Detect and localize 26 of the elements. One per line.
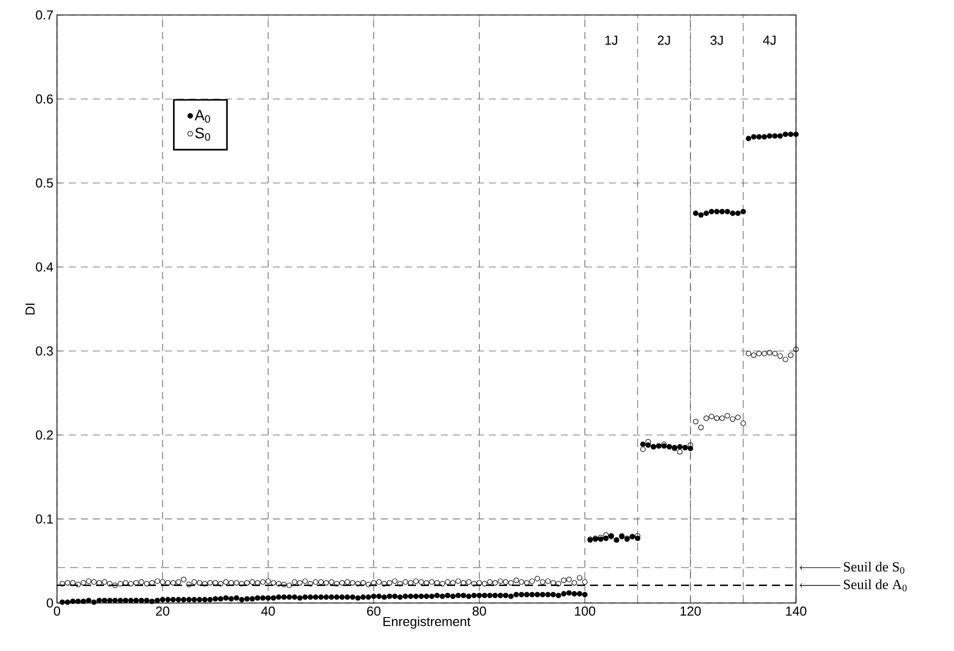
x-tick-label: 60 <box>367 606 380 616</box>
y-tick-label: 0.5 <box>36 178 53 188</box>
y-tick-label: 0 <box>46 598 53 608</box>
ref-line-label: Seuil de A$_{0}$ <box>844 579 907 592</box>
legend-label: S$_{0}$ <box>195 128 210 141</box>
x-tick-label: 40 <box>261 606 275 616</box>
x-tick-label: 0 <box>54 606 60 616</box>
annotation: 4J <box>763 36 776 45</box>
y-tick-label: 0.3 <box>36 346 53 356</box>
x-tick-label: 20 <box>156 606 170 616</box>
annotation: 2J <box>658 36 670 45</box>
x-axis-title: Enregistrement <box>383 616 470 629</box>
x-tick-label: 140 <box>786 606 806 616</box>
annotation: 1J <box>605 36 618 45</box>
annotation: 3J <box>710 36 723 45</box>
y-tick-label: 0.4 <box>36 262 54 272</box>
y-tick-label: 0.6 <box>36 94 53 104</box>
y-tick-label: 0.2 <box>36 430 53 440</box>
legend-label: A$_{0}$ <box>194 110 210 123</box>
y-axis-title: DI <box>26 304 35 314</box>
y-tick-label: 0.1 <box>36 514 53 524</box>
x-tick-label: 80 <box>472 606 486 616</box>
ref-line-label: Seuil de S$_{0}$ <box>844 562 904 574</box>
x-tick-label: 100 <box>575 606 596 616</box>
y-tick-label: 0.7 <box>36 10 53 20</box>
x-tick-label: 120 <box>680 606 701 616</box>
